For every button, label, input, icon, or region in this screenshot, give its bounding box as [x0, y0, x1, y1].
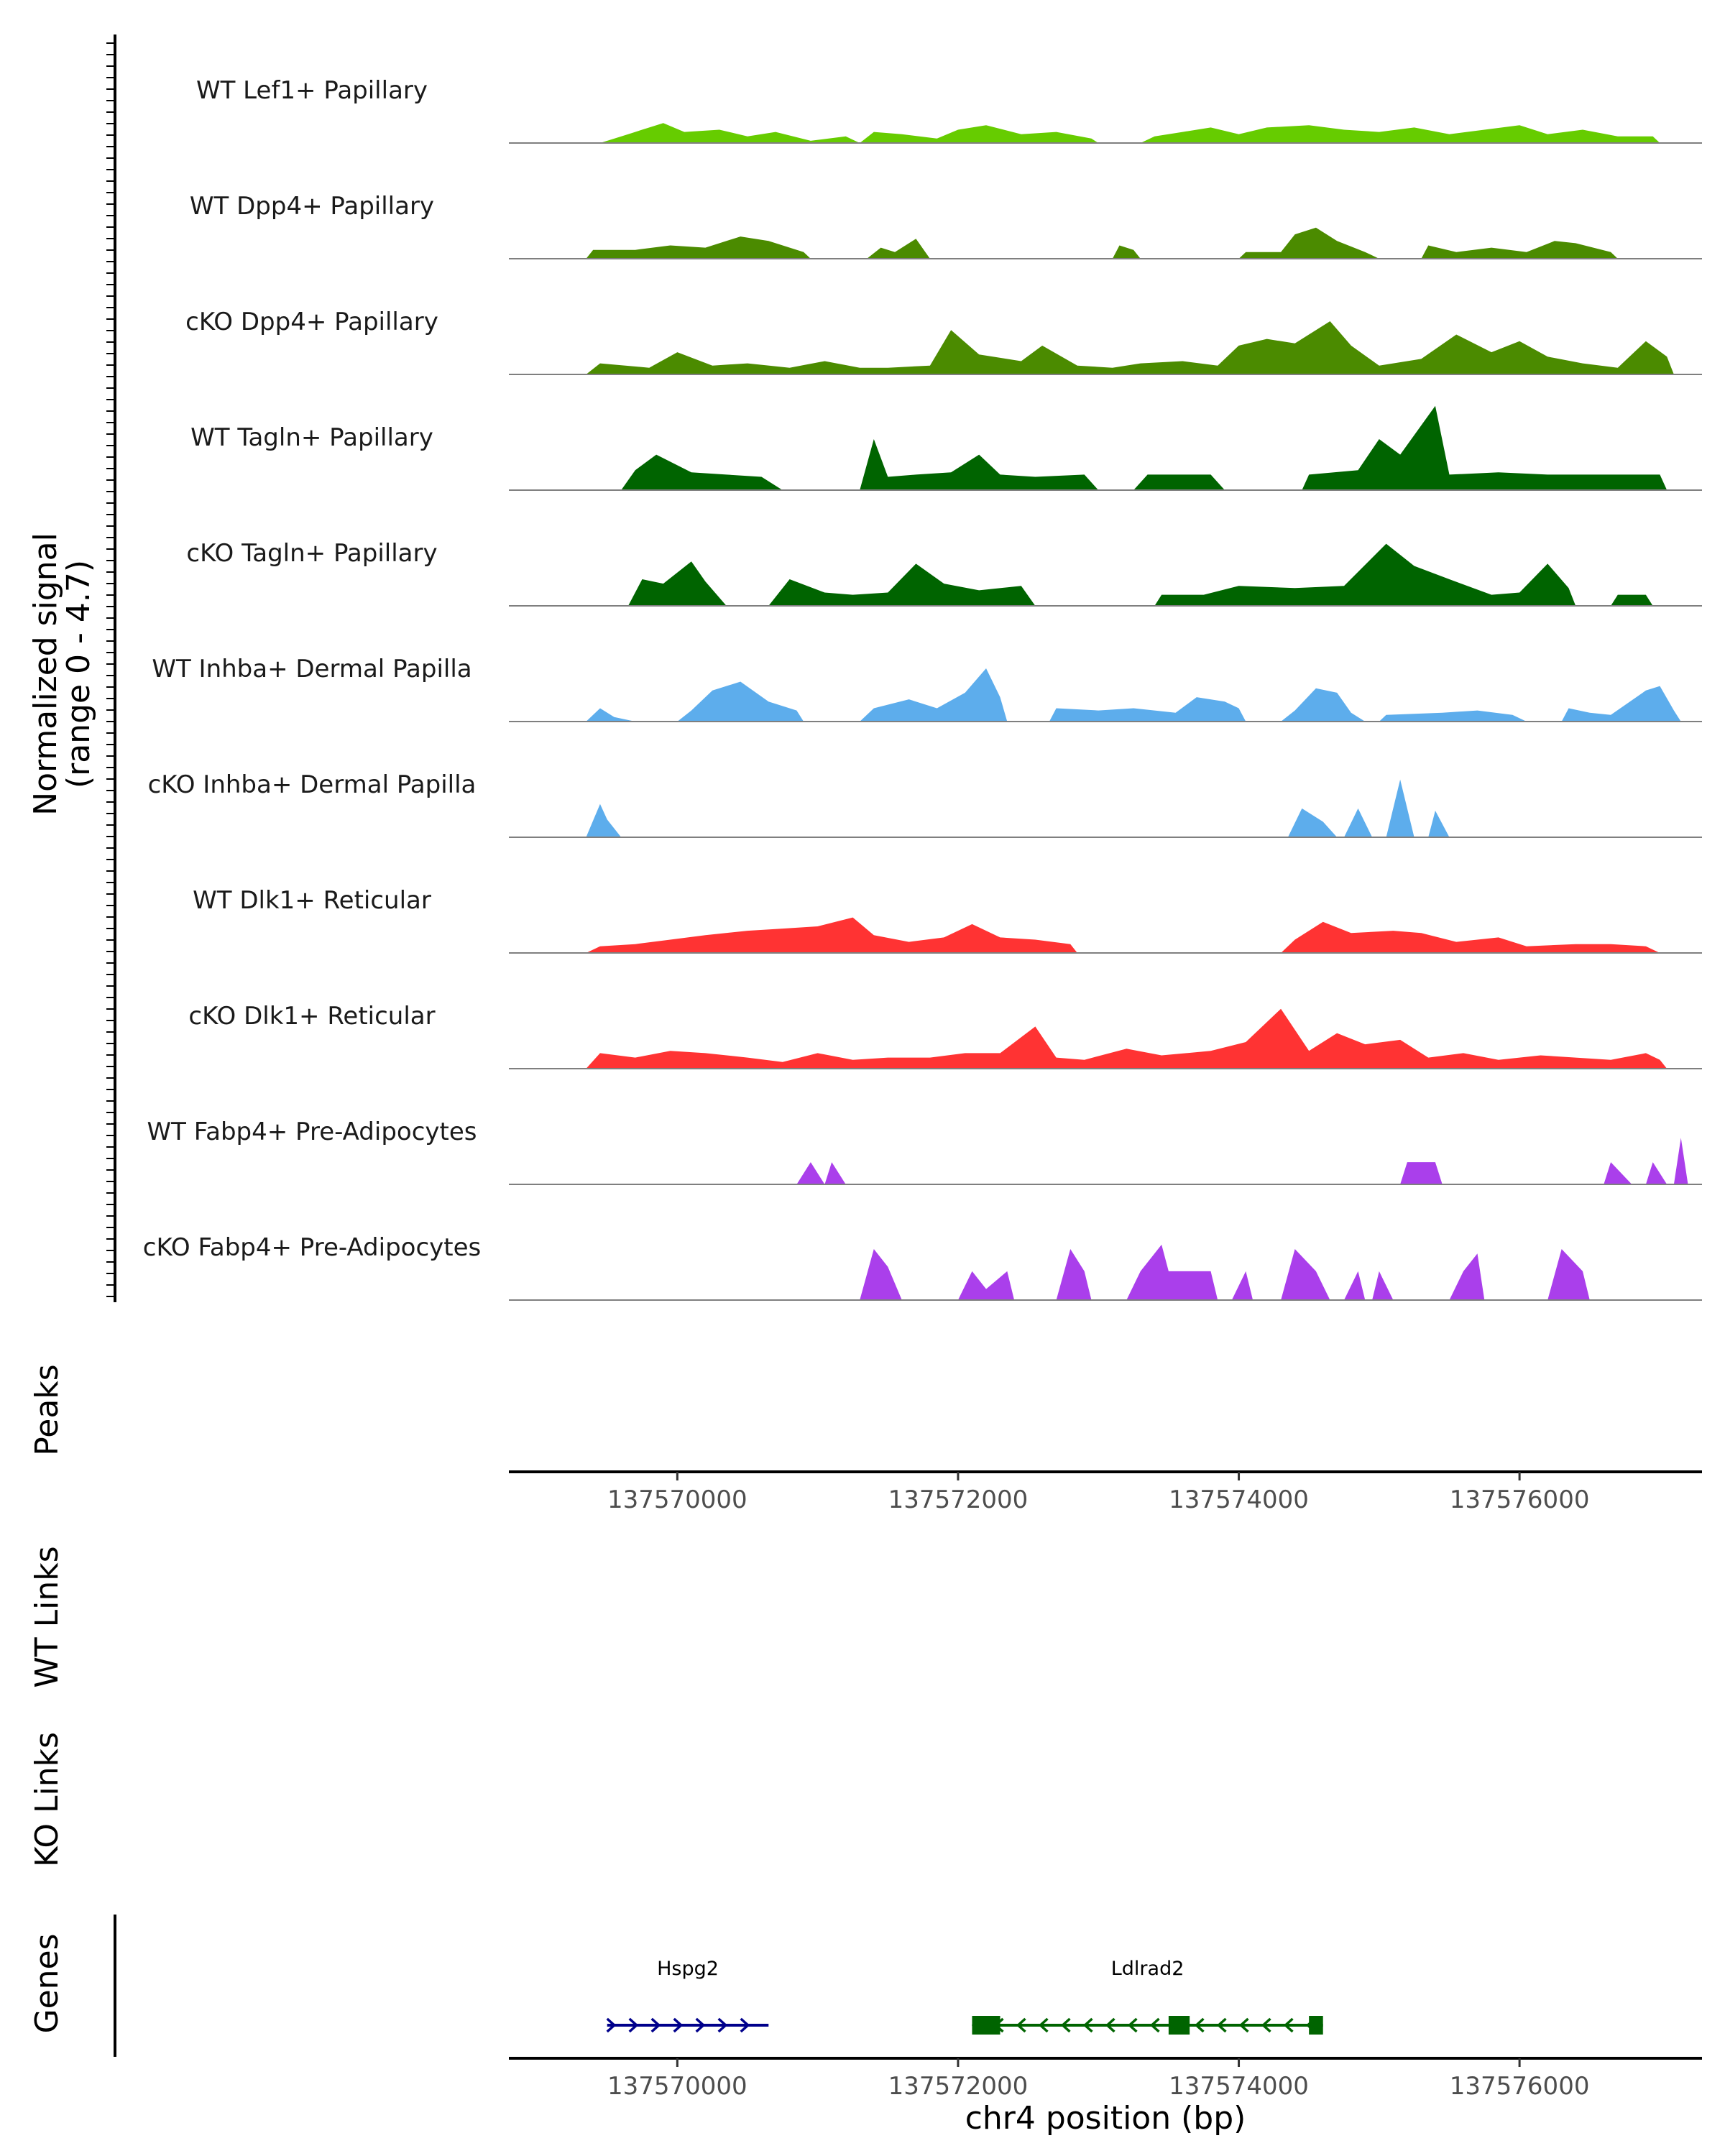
gene-exon — [1168, 2016, 1190, 2035]
x-axis-bottom-tick-label: 137572000 — [888, 2072, 1029, 2101]
track-signal-area — [586, 779, 1450, 837]
strand-arrow — [717, 2017, 728, 2033]
strand-arrow — [740, 2017, 750, 2033]
track-3: WT Tagln+ Papillary — [190, 405, 1702, 491]
x-axis-top-tick-label: 137572000 — [888, 1485, 1029, 1514]
track-10: cKO Fabp4+ Pre-Adipocytes — [143, 1233, 1702, 1301]
track-label: WT Dpp4+ Papillary — [190, 192, 434, 221]
track-signal-area — [586, 1008, 1668, 1069]
track-9: WT Fabp4+ Pre-Adipocytes — [147, 1118, 1702, 1185]
strand-arrow — [673, 2017, 684, 2033]
strand-arrow — [695, 2017, 706, 2033]
gene-label: Ldlrad2 — [1111, 1958, 1184, 1980]
x-axis-title: chr4 position (bp) — [965, 2100, 1246, 2137]
genes-label: Genes — [29, 1933, 65, 2033]
track-label: cKO Dlk1+ Reticular — [188, 1002, 435, 1031]
track-5: WT Inhba+ Dermal Papilla — [152, 655, 1702, 722]
track-signal-area — [586, 227, 1618, 259]
track-2: cKO Dpp4+ Papillary — [185, 308, 1702, 375]
strand-arrow — [1261, 2017, 1271, 2033]
track-label: WT Fabp4+ Pre-Adipocytes — [147, 1118, 477, 1146]
y-axis-title-line2: (range 0 - 4.7) — [60, 560, 97, 788]
gene-exon — [972, 2016, 1000, 2035]
track-7: WT Dlk1+ Reticular — [193, 886, 1702, 954]
ko-links-label: KO Links — [29, 1732, 65, 1867]
x-axis-top-tick-label: 137574000 — [1169, 1485, 1309, 1514]
x-axis-top-tick-label: 137576000 — [1450, 1485, 1590, 1514]
strand-arrow — [1238, 2017, 1249, 2033]
strand-arrow — [1127, 2017, 1138, 2033]
track-label: cKO Inhba+ Dermal Papilla — [148, 770, 477, 799]
track-label: WT Tagln+ Papillary — [190, 423, 433, 452]
strand-arrow — [1060, 2017, 1071, 2033]
track-signal-area — [586, 917, 1660, 953]
track-label: WT Lef1+ Papillary — [196, 76, 428, 105]
track-signal-area — [586, 321, 1674, 374]
track-signal-area — [621, 405, 1668, 490]
gene-ldlrad2: Ldlrad2 — [971, 1958, 1323, 2035]
gene-exon — [1309, 2016, 1323, 2035]
track-label: cKO Dpp4+ Papillary — [185, 308, 438, 336]
strand-arrow — [650, 2017, 661, 2033]
x-axis-top: 137570000 137572000 137574000 137576000 — [607, 1472, 1589, 1514]
strand-arrow — [1082, 2017, 1093, 2033]
peaks-label: Peaks — [29, 1364, 65, 1455]
track-6: cKO Inhba+ Dermal Papilla — [148, 770, 1702, 838]
x-axis-bottom-tick-label: 137576000 — [1450, 2072, 1590, 2101]
strand-arrow — [1194, 2017, 1205, 2033]
wt-links-label: WT Links — [29, 1546, 65, 1687]
track-label: cKO Fabp4+ Pre-Adipocytes — [143, 1233, 482, 1262]
track-signal-area — [628, 543, 1653, 606]
x-axis-bottom: 137570000 137572000 137574000 137576000 — [607, 2058, 1589, 2101]
strand-arrow — [1149, 2017, 1160, 2033]
track-label: WT Dlk1+ Reticular — [193, 886, 431, 915]
track-label: cKO Tagln+ Papillary — [186, 539, 437, 568]
signal-axis-ticks — [106, 42, 115, 1297]
gene-label: Hspg2 — [657, 1958, 719, 1980]
y-axis-title-line1: Normalized signal — [27, 533, 64, 816]
strand-arrow — [606, 2017, 617, 2033]
track-signal-area — [586, 668, 1681, 722]
x-axis-bottom-tick-label: 137570000 — [607, 2072, 748, 2101]
track-4: cKO Tagln+ Papillary — [186, 539, 1702, 607]
x-axis-top-tick-label: 137570000 — [607, 1485, 748, 1514]
track-8: cKO Dlk1+ Reticular — [188, 1002, 1702, 1069]
track-signal-area — [599, 123, 1660, 143]
strand-arrow — [628, 2017, 639, 2033]
track-0: WT Lef1+ Papillary — [196, 76, 1702, 144]
strand-arrow — [1038, 2017, 1049, 2033]
x-axis-bottom-tick-label: 137574000 — [1169, 2072, 1309, 2101]
track-signal-area — [860, 1244, 1590, 1300]
track-signal-area — [796, 1138, 1688, 1184]
gene-annotations: Hspg2 Ldlrad2 — [606, 1958, 1323, 2035]
strand-arrow — [1216, 2017, 1227, 2033]
strand-arrow — [1283, 2017, 1294, 2033]
gene-hspg2: Hspg2 — [606, 1958, 769, 2033]
strand-arrow — [1105, 2017, 1116, 2033]
track-1: WT Dpp4+ Papillary — [190, 192, 1702, 259]
strand-arrow — [1016, 2017, 1026, 2033]
signal-tracks: WT Lef1+ Papillary WT Dpp4+ Papillary cKO … — [143, 76, 1702, 1301]
track-label: WT Inhba+ Dermal Papilla — [152, 655, 472, 683]
